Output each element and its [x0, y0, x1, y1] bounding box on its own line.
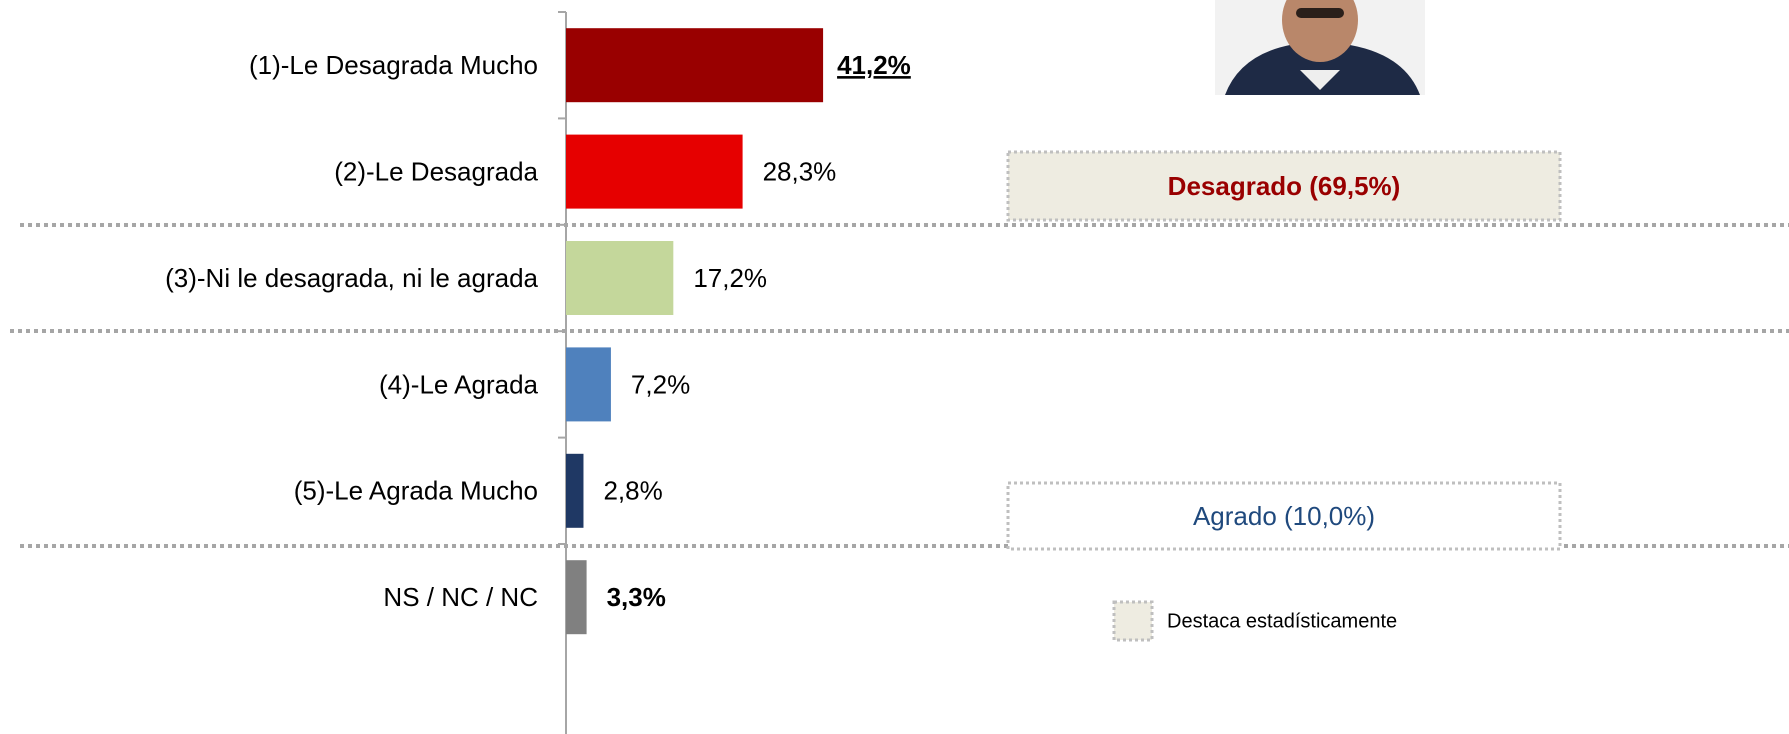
annotation-box	[1006, 481, 1562, 551]
bar	[566, 28, 824, 103]
category-label: (2)-Le Desagrada	[334, 156, 538, 186]
category-label: (4)-Le Agrada	[379, 369, 539, 399]
annotation: Agrado (10,0%)	[1193, 501, 1375, 531]
value-label: 2,8%	[603, 476, 662, 506]
value-label: 7,2%	[631, 369, 690, 399]
legend-swatch	[1112, 600, 1154, 642]
bar	[566, 347, 611, 422]
annotation: Desagrado (69,5%)	[1168, 171, 1401, 201]
portrait	[1215, 0, 1425, 95]
category-label: NS / NC / NC	[383, 582, 538, 612]
annotation-box	[1006, 150, 1562, 222]
value-label: 28,3%	[763, 156, 837, 186]
category-label: (3)-Ni le desagrada, ni le agrada	[165, 263, 538, 293]
value-label: 17,2%	[693, 263, 767, 293]
category-label: (5)-Le Agrada Mucho	[294, 476, 538, 506]
legend-text: Destaca estadísticamente	[1167, 610, 1397, 632]
value-label: 3,3%	[607, 582, 666, 612]
bar	[566, 453, 584, 528]
bar	[566, 560, 587, 635]
category-label: (1)-Le Desagrada Mucho	[249, 50, 538, 80]
bar	[566, 241, 674, 315]
value-label: 41,2%	[837, 50, 911, 80]
bar	[566, 134, 743, 209]
